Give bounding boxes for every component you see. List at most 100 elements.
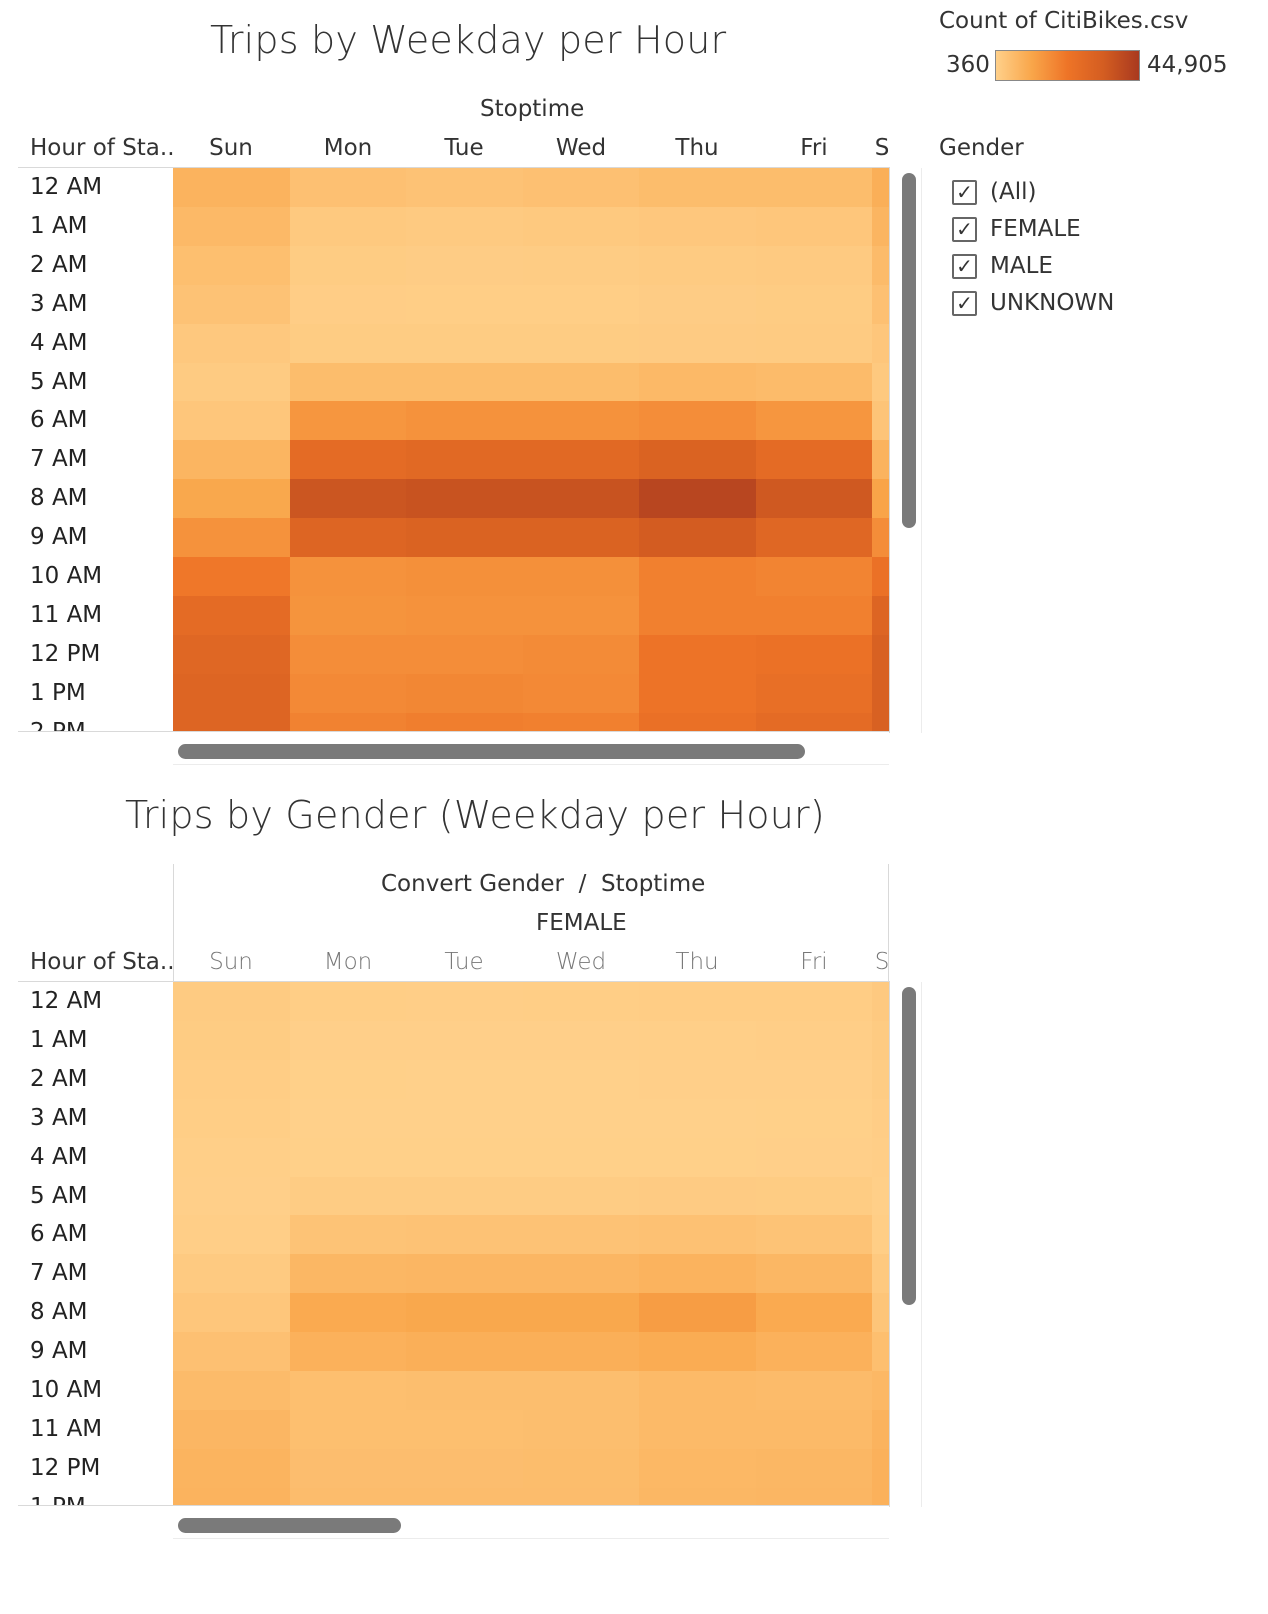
heatmap-cell[interactable] bbox=[523, 1137, 639, 1178]
heatmap-cell[interactable] bbox=[872, 1448, 889, 1489]
heatmap-cell[interactable] bbox=[523, 1176, 639, 1216]
heatmap-cell[interactable] bbox=[406, 206, 523, 247]
heatmap-cell[interactable] bbox=[523, 479, 639, 519]
heatmap-cell[interactable] bbox=[872, 1332, 889, 1372]
heatmap-cell[interactable] bbox=[639, 1293, 756, 1333]
heatmap-cell[interactable] bbox=[290, 634, 406, 675]
heatmap-cell[interactable] bbox=[756, 1059, 872, 1100]
heatmap-cell[interactable] bbox=[872, 673, 889, 714]
heatmap-cell[interactable] bbox=[756, 1254, 872, 1294]
heatmap-cell[interactable] bbox=[173, 982, 290, 1022]
heatmap-cell[interactable] bbox=[872, 712, 889, 731]
checkbox-female[interactable]: ✓ bbox=[952, 216, 977, 242]
heatmap-cell[interactable] bbox=[290, 1448, 406, 1489]
heatmap-cell[interactable] bbox=[173, 1215, 290, 1255]
heatmap-cell[interactable] bbox=[523, 1098, 639, 1139]
heatmap-cell[interactable] bbox=[756, 1409, 872, 1450]
heatmap-cell[interactable] bbox=[406, 982, 523, 1022]
heatmap-cell[interactable] bbox=[406, 1293, 523, 1333]
heatmap-cell[interactable] bbox=[290, 1098, 406, 1139]
heatmap-cell[interactable] bbox=[173, 1293, 290, 1333]
heatmap-cell[interactable] bbox=[173, 1254, 290, 1294]
heatmap-cell[interactable] bbox=[756, 206, 872, 247]
heatmap-cell[interactable] bbox=[173, 1020, 290, 1061]
heatmap-cell[interactable] bbox=[639, 362, 756, 402]
heatmap-cell[interactable] bbox=[173, 245, 290, 286]
heatmap-cell[interactable] bbox=[290, 673, 406, 714]
heatmap-cell[interactable] bbox=[756, 1293, 872, 1333]
heatmap-cell[interactable] bbox=[756, 1137, 872, 1178]
heatmap-cell[interactable] bbox=[756, 518, 872, 558]
heatmap-cell[interactable] bbox=[872, 1254, 889, 1294]
heatmap-cell[interactable] bbox=[523, 206, 639, 247]
heatmap-cell[interactable] bbox=[523, 362, 639, 402]
heatmap-cell[interactable] bbox=[290, 1293, 406, 1333]
heatmap-cell[interactable] bbox=[173, 1332, 290, 1372]
heatmap-cell[interactable] bbox=[523, 673, 639, 714]
heatmap-cell[interactable] bbox=[173, 1176, 290, 1216]
heatmap-cell[interactable] bbox=[872, 168, 889, 208]
heatmap-cell[interactable] bbox=[290, 1176, 406, 1216]
heatmap-cell[interactable] bbox=[406, 673, 523, 714]
heatmap-cell[interactable] bbox=[756, 1098, 872, 1139]
heatmap-cell[interactable] bbox=[406, 1332, 523, 1372]
heatmap-cell[interactable] bbox=[872, 1059, 889, 1100]
heatmap-cell[interactable] bbox=[872, 1215, 889, 1255]
heatmap-cell[interactable] bbox=[523, 1215, 639, 1255]
chart1-vertical-scrollbar[interactable] bbox=[902, 173, 916, 528]
heatmap-cell[interactable] bbox=[173, 557, 290, 597]
heatmap-cell[interactable] bbox=[523, 518, 639, 558]
heatmap-cell[interactable] bbox=[639, 479, 756, 519]
heatmap-cell[interactable] bbox=[406, 1254, 523, 1294]
heatmap-cell[interactable] bbox=[173, 440, 290, 480]
heatmap-cell[interactable] bbox=[290, 284, 406, 325]
heatmap-cell[interactable] bbox=[290, 1137, 406, 1178]
heatmap-cell[interactable] bbox=[406, 1059, 523, 1100]
heatmap-cell[interactable] bbox=[523, 168, 639, 208]
heatmap-cell[interactable] bbox=[406, 557, 523, 597]
heatmap-cell[interactable] bbox=[290, 401, 406, 441]
heatmap-cell[interactable] bbox=[639, 284, 756, 325]
heatmap-cell[interactable] bbox=[173, 1448, 290, 1489]
heatmap-cell[interactable] bbox=[639, 982, 756, 1022]
heatmap-cell[interactable] bbox=[290, 1371, 406, 1411]
heatmap-cell[interactable] bbox=[523, 1254, 639, 1294]
heatmap-cell[interactable] bbox=[872, 245, 889, 286]
heatmap-cell[interactable] bbox=[406, 168, 523, 208]
heatmap-cell[interactable] bbox=[756, 982, 872, 1022]
heatmap-cell[interactable] bbox=[872, 362, 889, 402]
heatmap-cell[interactable] bbox=[639, 1098, 756, 1139]
heatmap-cell[interactable] bbox=[523, 1487, 639, 1505]
heatmap-cell[interactable] bbox=[639, 634, 756, 675]
heatmap-cell[interactable] bbox=[173, 1137, 290, 1178]
heatmap-cell[interactable] bbox=[639, 1059, 756, 1100]
heatmap-cell[interactable] bbox=[756, 168, 872, 208]
heatmap-cell[interactable] bbox=[523, 712, 639, 731]
heatmap-cell[interactable] bbox=[290, 1059, 406, 1100]
heatmap-cell[interactable] bbox=[756, 323, 872, 364]
heatmap-cell[interactable] bbox=[756, 401, 872, 441]
heatmap-cell[interactable] bbox=[406, 712, 523, 731]
heatmap-cell[interactable] bbox=[523, 982, 639, 1022]
heatmap-cell[interactable] bbox=[756, 1371, 872, 1411]
heatmap-cell[interactable] bbox=[290, 362, 406, 402]
heatmap-cell[interactable] bbox=[290, 1254, 406, 1294]
heatmap-cell[interactable] bbox=[173, 362, 290, 402]
heatmap-cell[interactable] bbox=[523, 1332, 639, 1372]
heatmap-cell[interactable] bbox=[173, 479, 290, 519]
heatmap-cell[interactable] bbox=[639, 401, 756, 441]
heatmap-cell[interactable] bbox=[872, 479, 889, 519]
heatmap-cell[interactable] bbox=[406, 634, 523, 675]
heatmap-cell[interactable] bbox=[872, 323, 889, 364]
heatmap-cell[interactable] bbox=[173, 1371, 290, 1411]
heatmap-cell[interactable] bbox=[639, 1176, 756, 1216]
heatmap-cell[interactable] bbox=[872, 982, 889, 1022]
heatmap-cell[interactable] bbox=[756, 712, 872, 731]
heatmap-cell[interactable] bbox=[639, 1371, 756, 1411]
heatmap-cell[interactable] bbox=[639, 323, 756, 364]
heatmap-cell[interactable] bbox=[173, 1059, 290, 1100]
heatmap-cell[interactable] bbox=[523, 245, 639, 286]
heatmap-cell[interactable] bbox=[523, 401, 639, 441]
heatmap-cell[interactable] bbox=[872, 1137, 889, 1178]
heatmap-cell[interactable] bbox=[756, 1332, 872, 1372]
